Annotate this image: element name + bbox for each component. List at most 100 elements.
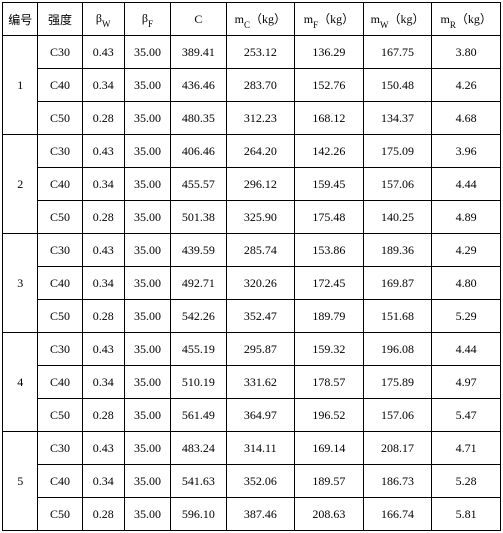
cell-strength: C50 <box>38 300 82 333</box>
cell-mf: 178.57 <box>295 366 364 399</box>
cell-mc: 296.12 <box>226 168 295 201</box>
cell-c: 501.38 <box>171 201 226 234</box>
cell-mc: 253.12 <box>226 36 295 69</box>
table-row: C400.3435.00492.71320.26172.45169.874.80 <box>3 267 501 300</box>
cell-mc: 320.26 <box>226 267 295 300</box>
cell-mc: 285.74 <box>226 234 295 267</box>
cell-mw: 157.06 <box>363 168 432 201</box>
cell-mr: 5.29 <box>432 300 501 333</box>
header-bw: βW <box>82 3 124 36</box>
cell-mr: 3.80 <box>432 36 501 69</box>
cell-c: 596.10 <box>171 498 226 531</box>
cell-bf: 35.00 <box>124 234 170 267</box>
cell-mf: 152.76 <box>295 69 364 102</box>
cell-bf: 35.00 <box>124 102 170 135</box>
cell-bw: 0.34 <box>82 168 124 201</box>
cell-mw: 157.06 <box>363 399 432 432</box>
cell-strength: C30 <box>38 234 82 267</box>
table-row: C500.2835.00501.38325.90175.48140.254.89 <box>3 201 501 234</box>
cell-bf: 35.00 <box>124 135 170 168</box>
cell-bw: 0.28 <box>82 102 124 135</box>
cell-mf: 159.45 <box>295 168 364 201</box>
cell-mw: 196.08 <box>363 333 432 366</box>
cell-strength: C40 <box>38 465 82 498</box>
table-body: 1C300.4335.00389.41253.12136.29167.753.8… <box>3 36 501 531</box>
cell-mw: 166.74 <box>363 498 432 531</box>
cell-c: 480.35 <box>171 102 226 135</box>
cell-id: 5 <box>3 432 38 531</box>
cell-c: 439.59 <box>171 234 226 267</box>
header-id: 编号 <box>3 3 38 36</box>
cell-mf: 208.63 <box>295 498 364 531</box>
table-row: C400.3435.00510.19331.62178.57175.894.97 <box>3 366 501 399</box>
cell-bf: 35.00 <box>124 399 170 432</box>
cell-mf: 196.52 <box>295 399 364 432</box>
table-row: C500.2835.00561.49364.97196.52157.065.47 <box>3 399 501 432</box>
cell-bf: 35.00 <box>124 300 170 333</box>
cell-c: 510.19 <box>171 366 226 399</box>
header-row: 编号 强度 βW βF C mC（kg） mF（kg） mW（kg） mR（kg… <box>3 3 501 36</box>
cell-mw: 208.17 <box>363 432 432 465</box>
table-row: 1C300.4335.00389.41253.12136.29167.753.8… <box>3 36 501 69</box>
cell-bw: 0.43 <box>82 234 124 267</box>
cell-mr: 4.71 <box>432 432 501 465</box>
table-row: C500.2835.00542.26352.47189.79151.685.29 <box>3 300 501 333</box>
cell-mw: 151.68 <box>363 300 432 333</box>
cell-mc: 331.62 <box>226 366 295 399</box>
cell-bw: 0.28 <box>82 201 124 234</box>
cell-mc: 387.46 <box>226 498 295 531</box>
cell-mw: 134.37 <box>363 102 432 135</box>
cell-c: 561.49 <box>171 399 226 432</box>
table-row: C500.2835.00596.10387.46208.63166.745.81 <box>3 498 501 531</box>
cell-bw: 0.43 <box>82 333 124 366</box>
cell-bf: 35.00 <box>124 36 170 69</box>
cell-strength: C40 <box>38 366 82 399</box>
cell-mr: 5.81 <box>432 498 501 531</box>
header-mc: mC（kg） <box>226 3 295 36</box>
header-mf: mF（kg） <box>295 3 364 36</box>
cell-mf: 159.32 <box>295 333 364 366</box>
cell-bw: 0.34 <box>82 465 124 498</box>
cell-bw: 0.43 <box>82 432 124 465</box>
cell-mf: 136.29 <box>295 36 364 69</box>
table-row: C500.2835.00480.35312.23168.12134.374.68 <box>3 102 501 135</box>
table-row: 3C300.4335.00439.59285.74153.86189.364.2… <box>3 234 501 267</box>
cell-bf: 35.00 <box>124 201 170 234</box>
cell-mw: 169.87 <box>363 267 432 300</box>
cell-mr: 4.97 <box>432 366 501 399</box>
cell-mw: 189.36 <box>363 234 432 267</box>
cell-strength: C30 <box>38 333 82 366</box>
cell-strength: C50 <box>38 399 82 432</box>
table-row: 4C300.4335.00455.19295.87159.32196.084.4… <box>3 333 501 366</box>
table-row: C400.3435.00541.63352.06189.57186.735.28 <box>3 465 501 498</box>
cell-bf: 35.00 <box>124 465 170 498</box>
cell-mc: 283.70 <box>226 69 295 102</box>
cell-mw: 175.89 <box>363 366 432 399</box>
cell-bw: 0.28 <box>82 300 124 333</box>
cell-mr: 5.28 <box>432 465 501 498</box>
cell-mc: 312.23 <box>226 102 295 135</box>
cell-mf: 168.12 <box>295 102 364 135</box>
cell-mc: 264.20 <box>226 135 295 168</box>
cell-mw: 150.48 <box>363 69 432 102</box>
cell-mf: 189.57 <box>295 465 364 498</box>
header-bf: βF <box>124 3 170 36</box>
cell-bf: 35.00 <box>124 267 170 300</box>
cell-mr: 3.96 <box>432 135 501 168</box>
cell-c: 541.63 <box>171 465 226 498</box>
cell-id: 3 <box>3 234 38 333</box>
cell-bf: 35.00 <box>124 69 170 102</box>
cell-c: 455.57 <box>171 168 226 201</box>
cell-bf: 35.00 <box>124 333 170 366</box>
cell-bf: 35.00 <box>124 366 170 399</box>
cell-mf: 153.86 <box>295 234 364 267</box>
cell-bf: 35.00 <box>124 498 170 531</box>
cell-mf: 175.48 <box>295 201 364 234</box>
cell-c: 542.26 <box>171 300 226 333</box>
cell-strength: C50 <box>38 201 82 234</box>
table-row: 2C300.4335.00406.46264.20142.26175.093.9… <box>3 135 501 168</box>
cell-mw: 167.75 <box>363 36 432 69</box>
cell-mr: 4.80 <box>432 267 501 300</box>
header-mw: mW（kg） <box>363 3 432 36</box>
cell-strength: C30 <box>38 432 82 465</box>
